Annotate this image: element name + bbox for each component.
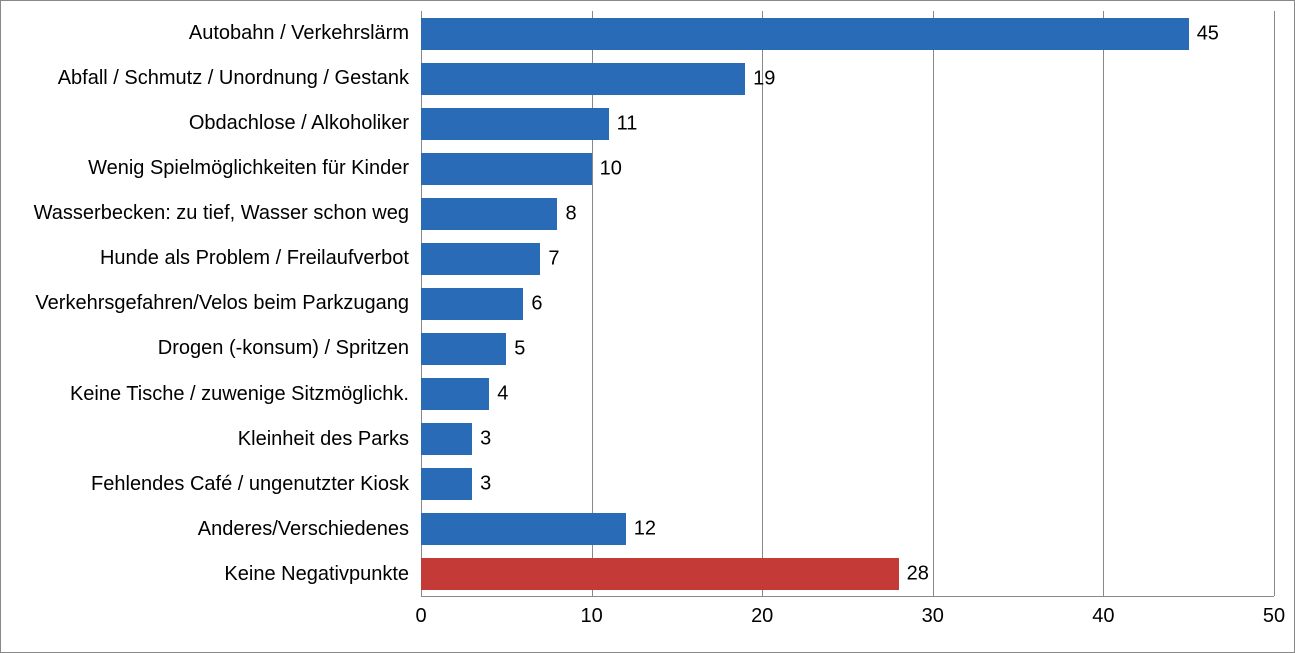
bar-chart: Autobahn / Verkehrslärm Abfall / Schmutz … bbox=[0, 0, 1295, 653]
bar-row: 28 bbox=[421, 558, 1274, 590]
bar: 6 bbox=[421, 288, 523, 320]
bar-value-label: 45 bbox=[1197, 22, 1219, 45]
bar: 11 bbox=[421, 108, 609, 140]
bar-value-label: 28 bbox=[907, 562, 929, 585]
bar: 45 bbox=[421, 18, 1189, 50]
bar-value-label: 11 bbox=[617, 112, 638, 135]
bar: 19 bbox=[421, 63, 745, 95]
x-tick-label: 20 bbox=[751, 605, 773, 628]
bar: 3 bbox=[421, 468, 472, 500]
x-tick-label: 50 bbox=[1263, 605, 1285, 628]
gridline bbox=[1274, 11, 1275, 596]
category-label: Keine Negativpunkte bbox=[1, 558, 415, 590]
bar-row: 3 bbox=[421, 423, 1274, 455]
bar-row: 45 bbox=[421, 18, 1274, 50]
bar-value-label: 3 bbox=[480, 472, 491, 495]
x-tick-label: 10 bbox=[580, 605, 602, 628]
x-tick-label: 40 bbox=[1092, 605, 1114, 628]
bar: 28 bbox=[421, 558, 899, 590]
category-label: Drogen (-konsum) / Spritzen bbox=[1, 333, 415, 365]
bar-row: 10 bbox=[421, 153, 1274, 185]
bar-value-label: 3 bbox=[480, 427, 491, 450]
y-axis-labels: Autobahn / Verkehrslärm Abfall / Schmutz … bbox=[1, 11, 415, 597]
x-tick-label: 30 bbox=[922, 605, 944, 628]
bar: 4 bbox=[421, 378, 489, 410]
bar-row: 7 bbox=[421, 243, 1274, 275]
category-label: Abfall / Schmutz / Unordnung / Gestank bbox=[1, 63, 415, 95]
category-label: Kleinheit des Parks bbox=[1, 423, 415, 455]
bar-row: 4 bbox=[421, 378, 1274, 410]
bar-row: 3 bbox=[421, 468, 1274, 500]
bars-group: 4519111087654331228 bbox=[421, 11, 1274, 596]
bar-row: 11 bbox=[421, 108, 1274, 140]
bar-row: 8 bbox=[421, 198, 1274, 230]
category-label: Autobahn / Verkehrslärm bbox=[1, 18, 415, 50]
bar-value-label: 19 bbox=[753, 67, 775, 90]
category-label: Keine Tische / zuwenige Sitzmöglichk. bbox=[1, 378, 415, 410]
category-label: Hunde als Problem / Freilaufverbot bbox=[1, 243, 415, 275]
category-label: Wenig Spielmöglichkeiten für Kinder bbox=[1, 153, 415, 185]
bar-value-label: 7 bbox=[548, 247, 559, 270]
bar-row: 12 bbox=[421, 513, 1274, 545]
bar-value-label: 8 bbox=[565, 202, 576, 225]
category-label: Fehlendes Café / ungenutzter Kiosk bbox=[1, 468, 415, 500]
category-label: Verkehrsgefahren/Velos beim Parkzugang bbox=[1, 288, 415, 320]
bar-value-label: 10 bbox=[600, 157, 622, 180]
bar-value-label: 5 bbox=[514, 337, 525, 360]
category-label: Anderes/Verschiedenes bbox=[1, 513, 415, 545]
bar: 8 bbox=[421, 198, 557, 230]
bar-row: 19 bbox=[421, 63, 1274, 95]
category-label: Obdachlose / Alkoholiker bbox=[1, 108, 415, 140]
bar-row: 6 bbox=[421, 288, 1274, 320]
bar: 10 bbox=[421, 153, 592, 185]
x-axis: 01020304050 bbox=[421, 597, 1274, 652]
bar-value-label: 12 bbox=[634, 517, 656, 540]
plot-area: 4519111087654331228 bbox=[421, 11, 1274, 597]
bar-value-label: 6 bbox=[531, 292, 542, 315]
category-label: Wasserbecken: zu tief, Wasser schon weg bbox=[1, 198, 415, 230]
bar: 3 bbox=[421, 423, 472, 455]
bar: 12 bbox=[421, 513, 626, 545]
bar: 7 bbox=[421, 243, 540, 275]
bar: 5 bbox=[421, 333, 506, 365]
bar-row: 5 bbox=[421, 333, 1274, 365]
x-tick-label: 0 bbox=[415, 605, 426, 628]
bar-value-label: 4 bbox=[497, 382, 508, 405]
